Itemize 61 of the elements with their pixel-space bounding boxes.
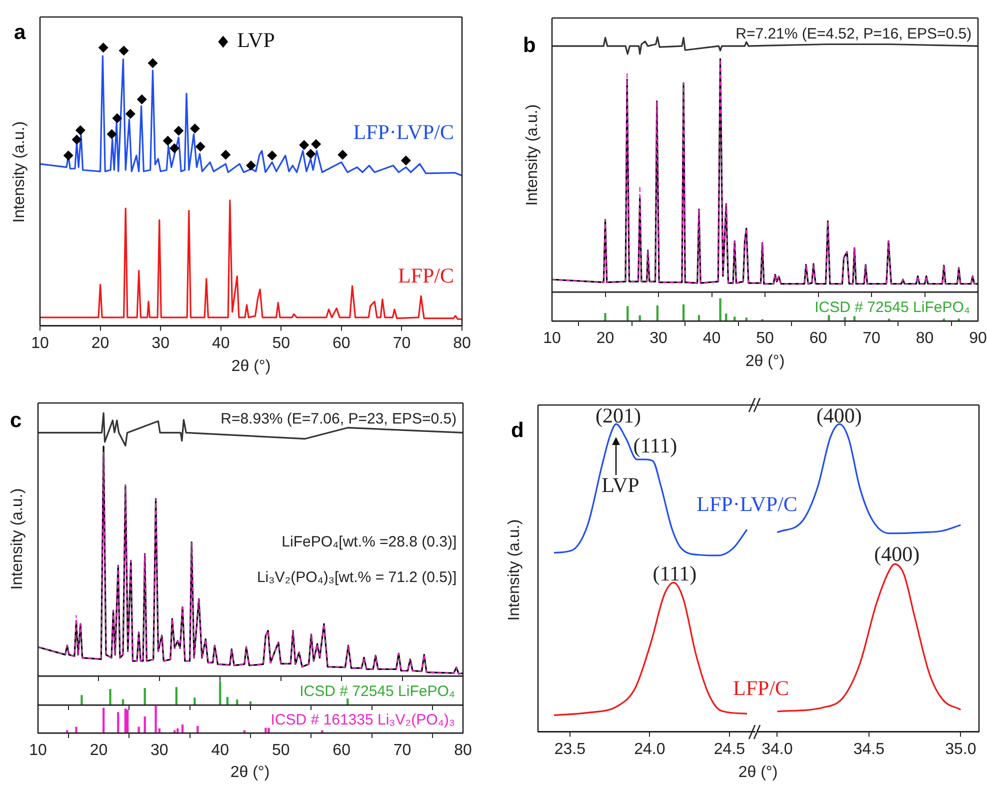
x-tick-label: 24.5 — [714, 740, 746, 758]
series-label: LFP·LVP/C — [353, 120, 454, 144]
x-tick-label: 30 — [150, 742, 168, 760]
annotation: (201) — [596, 403, 642, 428]
series-label: LFP/C — [733, 676, 790, 700]
x-tick-label: 23.5 — [554, 740, 586, 758]
annotation: (400) — [874, 542, 920, 566]
series-label: ICSD # 72545 LiFePO₄ — [814, 299, 970, 316]
x-tick-label: 20 — [596, 330, 614, 348]
x-tick-label: 50 — [272, 334, 290, 352]
legend-label: LVP — [237, 28, 275, 52]
x-tick-label: 10 — [31, 334, 49, 352]
x-tick-label: 80 — [454, 742, 472, 760]
x-tick-label: 40 — [702, 330, 721, 348]
y-axis-title: Intensity (a.u.) — [524, 104, 542, 206]
chart-title: a — [14, 21, 26, 45]
series-label: LFP·LVP/C — [696, 492, 798, 516]
x-tick-label: 50 — [272, 742, 290, 760]
x-tick-label: 70 — [862, 330, 880, 348]
x-tick-label: 70 — [392, 334, 411, 352]
annotation: (111) — [633, 433, 678, 458]
x-tick-label: 20 — [91, 334, 110, 352]
annotation: R=8.93% (E=7.06, P=23, EPS=0.5) — [220, 410, 457, 428]
x-tick-label: 60 — [809, 330, 828, 348]
chart-title: c — [10, 409, 22, 433]
x-tick-label: 90 — [969, 330, 987, 348]
x-tick-label: 34.0 — [762, 740, 793, 758]
chart-title: b — [523, 34, 536, 58]
annotation: LiFePO₄[wt.% =28.8 (0.3)] — [282, 533, 457, 550]
x-tick-label: 34.5 — [853, 740, 885, 758]
x-tick-label: 80 — [453, 334, 471, 352]
y-axis-title: Intensity (a.u.) — [11, 121, 29, 223]
x-axis-title: 2θ (°) — [231, 358, 271, 376]
series-label: ICSD # 161335 Li₃V₂(PO₄)₃ — [270, 712, 455, 729]
x-axis-title: 2θ (°) — [745, 353, 785, 371]
annotation: (111) — [652, 561, 697, 586]
y-axis-title: Intensity (a.u.) — [9, 488, 27, 590]
x-tick-label: 10 — [543, 330, 561, 348]
annotation: LVP — [602, 473, 640, 498]
x-axis-title: 2θ (°) — [738, 764, 778, 782]
x-tick-label: 60 — [332, 742, 351, 760]
x-tick-label: 24.0 — [634, 740, 666, 758]
annotation: Li₃V₂(PO₄)₃[wt.% = 71.2 (0.5)] — [256, 568, 457, 586]
annotation: R=7.21% (E=4.52, P=16, EPS=0.5) — [736, 26, 972, 43]
x-tick-label: 40 — [212, 334, 230, 352]
x-tick-label: 35.0 — [945, 740, 976, 758]
y-axis-title: Intensity (a.u.) — [506, 518, 524, 620]
x-tick-label: 60 — [332, 334, 350, 352]
series-label: ICSD # 72545 LiFePO₄ — [300, 683, 455, 700]
x-tick-label: 40 — [211, 742, 230, 760]
x-tick-label: 20 — [90, 742, 108, 760]
x-tick-label: 50 — [756, 330, 774, 348]
x-tick-label: 80 — [916, 330, 934, 348]
series-label: LFP/C — [398, 264, 454, 288]
x-tick-label: 30 — [152, 334, 170, 352]
chart-title: d — [511, 419, 524, 443]
x-tick-label: 70 — [393, 742, 412, 760]
x-axis-title: 2θ (°) — [230, 764, 270, 782]
annotation: (400) — [816, 403, 862, 428]
x-tick-label: 30 — [650, 330, 668, 348]
x-tick-label: 10 — [29, 742, 47, 760]
